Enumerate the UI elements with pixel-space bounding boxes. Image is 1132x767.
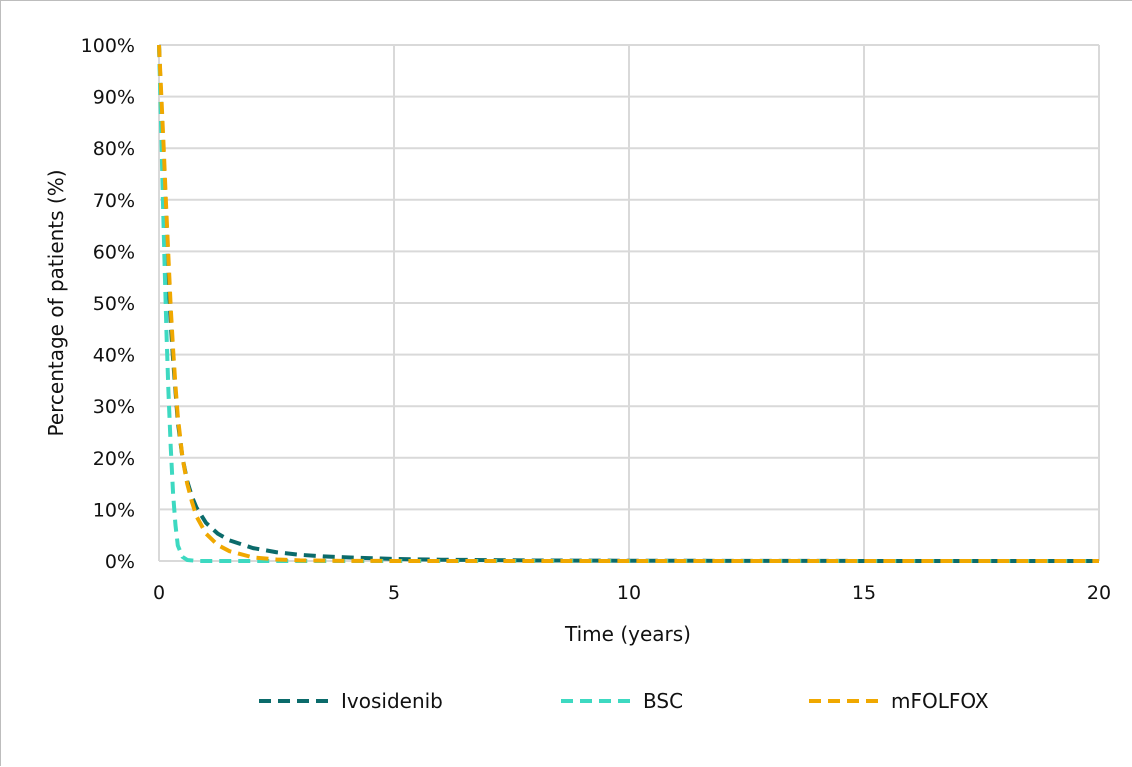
y-tick-label: 20% <box>93 448 135 470</box>
y-tick-label: 50% <box>93 293 135 315</box>
series-lines <box>157 44 1100 563</box>
y-tick-label: 10% <box>93 499 135 521</box>
legend: Ivosidenib BSC mFOLFOX <box>259 689 989 713</box>
x-tick-label: 5 <box>388 582 400 604</box>
legend-label: mFOLFOX <box>891 689 989 713</box>
x-tick-labels: 0 5 10 15 20 <box>153 582 1111 604</box>
y-tick-label: 60% <box>93 241 135 263</box>
y-tick-label: 70% <box>93 190 135 212</box>
y-tick-label: 40% <box>93 345 135 367</box>
x-tick-label: 20 <box>1087 582 1111 604</box>
legend-label: BSC <box>643 689 683 713</box>
y-axis-title: Percentage of patients (%) <box>44 169 68 436</box>
x-tick-label: 0 <box>153 582 165 604</box>
y-tick-label: 80% <box>93 138 135 160</box>
gridlines <box>158 44 1100 562</box>
legend-item-bsc: BSC <box>561 689 683 713</box>
x-axis-title: Time (years) <box>564 622 691 646</box>
y-tick-label: 30% <box>93 396 135 418</box>
legend-item-ivosidenib: Ivosidenib <box>259 689 443 713</box>
y-tick-label: 0% <box>105 551 135 573</box>
x-tick-label: 15 <box>852 582 876 604</box>
x-tick-label: 10 <box>617 582 641 604</box>
legend-label: Ivosidenib <box>341 689 443 713</box>
legend-item-mfolfox: mFOLFOX <box>809 689 989 713</box>
y-tick-label: 90% <box>93 87 135 109</box>
series-line-mfolfox <box>157 44 1099 563</box>
y-tick-labels: 0% 10% 20% 30% 40% 50% 60% 70% 80% 90% 100% <box>81 35 135 573</box>
y-tick-label: 100% <box>81 35 135 57</box>
